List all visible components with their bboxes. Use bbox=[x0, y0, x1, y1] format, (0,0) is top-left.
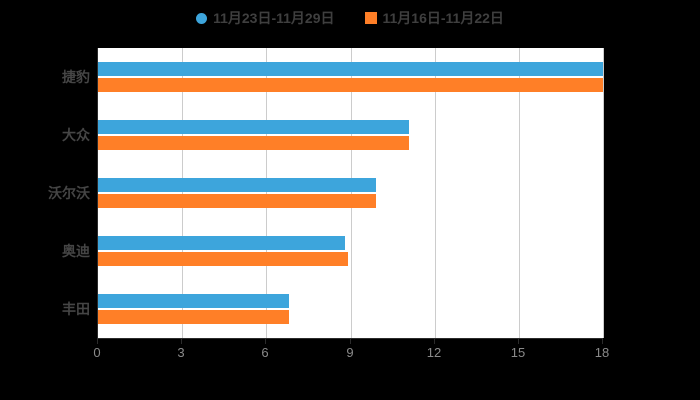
x-axis-tick-mark bbox=[518, 339, 519, 344]
x-axis-tick-label: 0 bbox=[93, 345, 101, 360]
bar-奥迪-series-1[interactable] bbox=[98, 252, 348, 266]
legend-label: 11月16日-11月22日 bbox=[382, 10, 504, 26]
y-axis-label: 大众 bbox=[62, 127, 90, 143]
bar-捷豹-series-1[interactable] bbox=[98, 78, 603, 92]
legend-label: 11月23日-11月29日 bbox=[213, 10, 335, 26]
x-axis-tick-mark bbox=[181, 339, 182, 344]
bar-大众-series-1[interactable] bbox=[98, 136, 410, 150]
legend-item-0[interactable]: 11月23日-11月29日 bbox=[196, 8, 335, 28]
x-axis-tick-label: 9 bbox=[346, 345, 354, 360]
bar-沃尔沃-series-1[interactable] bbox=[98, 194, 376, 208]
gridline bbox=[266, 48, 268, 338]
bar-大众-series-0[interactable] bbox=[98, 120, 410, 134]
y-axis-label: 丰田 bbox=[62, 301, 90, 317]
plot-area bbox=[97, 48, 604, 339]
x-axis-tick-mark bbox=[350, 339, 351, 344]
gridline bbox=[350, 48, 352, 338]
bar-奥迪-series-0[interactable] bbox=[98, 236, 345, 250]
legend-item-1[interactable]: 11月16日-11月22日 bbox=[364, 8, 504, 28]
y-axis-label: 捷豹 bbox=[62, 69, 90, 85]
bar-沃尔沃-series-0[interactable] bbox=[98, 178, 376, 192]
bar-捷豹-series-0[interactable] bbox=[98, 62, 603, 76]
x-axis-tick-mark bbox=[602, 339, 603, 344]
y-axis-label: 奥迪 bbox=[62, 243, 90, 259]
x-axis-tick-label: 12 bbox=[426, 345, 442, 360]
x-axis-tick-label: 18 bbox=[594, 345, 610, 360]
legend-marker-icon bbox=[364, 12, 377, 24]
x-axis-tick-label: 3 bbox=[177, 345, 185, 360]
legend: 11月23日-11月29日 11月16日-11月22日 bbox=[0, 8, 700, 28]
bar-丰田-series-1[interactable] bbox=[98, 310, 289, 324]
bar-丰田-series-0[interactable] bbox=[98, 294, 289, 308]
x-axis-tick-label: 15 bbox=[510, 345, 526, 360]
gridline bbox=[603, 48, 604, 338]
legend-marker-icon bbox=[196, 12, 208, 24]
x-axis-tick-mark bbox=[97, 339, 98, 344]
y-axis-label: 沃尔沃 bbox=[48, 185, 90, 201]
gridline bbox=[518, 48, 520, 338]
gridline bbox=[434, 48, 436, 338]
gridline bbox=[182, 48, 184, 338]
x-axis-tick-label: 6 bbox=[261, 345, 269, 360]
x-axis-tick-mark bbox=[434, 339, 435, 344]
x-axis-tick-mark bbox=[265, 339, 266, 344]
